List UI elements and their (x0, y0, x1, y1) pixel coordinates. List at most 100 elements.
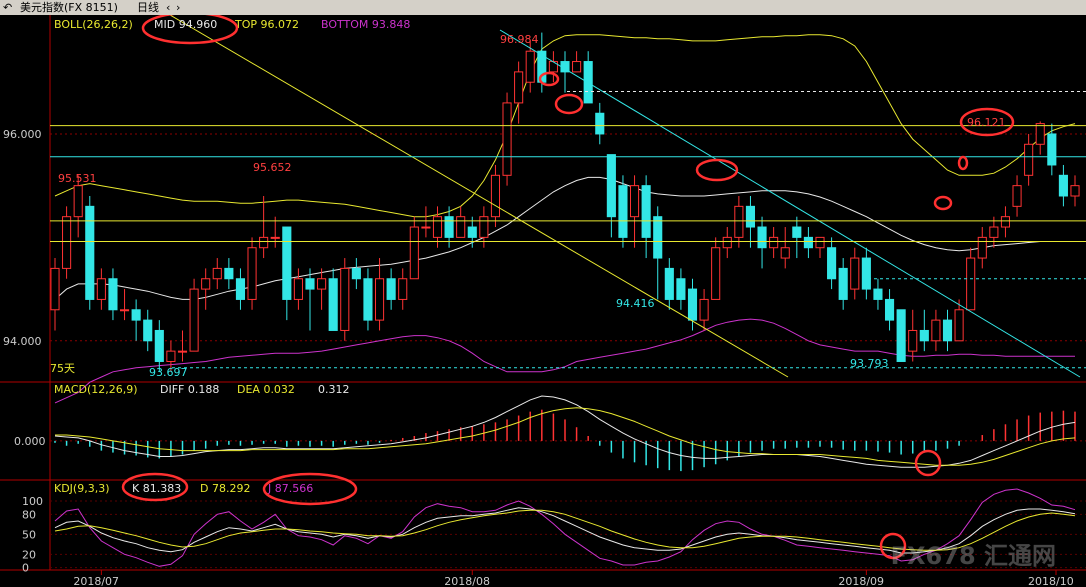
period-label[interactable]: 日线 (137, 1, 159, 14)
highlight-circle (879, 532, 907, 560)
price-tick-label: 96.000 (3, 128, 42, 141)
kdj-tick-label: 100 (22, 495, 43, 508)
drawn-trendlines (50, 15, 1086, 378)
candle-body (328, 278, 338, 331)
candles (50, 32, 1080, 372)
candle-body (340, 267, 350, 331)
candle-body (73, 185, 83, 218)
back-arrow-icon[interactable]: ↶ (3, 1, 13, 14)
macd-panel (54, 395, 1076, 472)
candle-body (201, 278, 211, 290)
left-high-annotation: 95.652 (253, 161, 292, 174)
watermark: FX678 汇通网 (890, 542, 1056, 570)
chevron-left-icon[interactable]: ‹ (166, 1, 171, 14)
kdj-k-value: K 81.383 (132, 482, 181, 495)
macd-diff-line (54, 395, 1076, 468)
candle-body (131, 309, 141, 321)
candle-body (792, 226, 802, 238)
candle-body (676, 278, 686, 300)
highlight-circle (538, 71, 560, 87)
candle-body (734, 205, 744, 238)
kdj-k-line (54, 507, 1076, 554)
highlight-circle (914, 449, 942, 477)
candle-body (780, 247, 790, 259)
highlight-circle (141, 15, 239, 45)
candle-body (606, 154, 616, 218)
candle-body (1070, 185, 1080, 197)
recent-high-annotation: 96.121 (967, 116, 1006, 129)
candle-body (317, 278, 327, 290)
highlight-circle (121, 472, 189, 502)
candle-body (803, 236, 813, 249)
candle-body (815, 236, 825, 249)
candle-body (398, 278, 408, 300)
days-annotation: 75天 (50, 362, 75, 375)
kdj-tick-label: 80 (22, 508, 36, 521)
candle-body (259, 236, 269, 249)
candle-body (931, 319, 941, 342)
candle-body (479, 216, 489, 238)
candle-body (456, 216, 466, 238)
candle-body (873, 288, 883, 300)
candle-body (386, 278, 396, 300)
candle-body (745, 205, 756, 228)
candle-body (699, 298, 709, 321)
chevron-right-icon[interactable]: › (176, 1, 181, 14)
candle-body (154, 329, 164, 362)
candle-body (1058, 174, 1068, 197)
price-tick-label: 94.000 (3, 335, 42, 348)
highlight-circle (695, 158, 739, 182)
low-annotation: 93.793 (850, 357, 889, 370)
candle-body (977, 236, 987, 259)
highlight-circle (554, 93, 584, 115)
candle-body (1012, 185, 1022, 207)
low-annotation: 94.416 (616, 297, 655, 310)
candle-body (432, 216, 443, 238)
candle-body (166, 350, 176, 362)
highlight-circle (957, 155, 969, 171)
candle-body (722, 236, 732, 249)
candle-body (1000, 216, 1011, 228)
low-annotation: 93.697 (149, 366, 188, 379)
kdj-d-value: D 78.292 (200, 482, 250, 495)
candle-body (919, 329, 929, 342)
candle-body (769, 236, 779, 249)
candle-body (85, 205, 95, 300)
candle-body (62, 216, 72, 269)
candle-body (96, 278, 106, 300)
candle-body (687, 288, 698, 321)
candle-body (421, 226, 431, 229)
kdj-j-value: J 87.566 (267, 482, 313, 495)
candle-body (525, 50, 535, 83)
candle-body (966, 257, 976, 311)
macd-dea-value: DEA 0.032 (237, 383, 295, 396)
candle-body (989, 226, 999, 238)
candle-body (502, 102, 512, 176)
candle-body (143, 319, 153, 342)
kdj-tick-label: 20 (22, 548, 36, 561)
candle-body (629, 185, 640, 218)
window-titlebar: ↶ 美元指数(FX 8151) 日线 ‹ › (0, 0, 1086, 15)
trendline (169, 15, 789, 378)
macd-diff-value: DIFF 0.188 (160, 383, 219, 396)
candle-body (247, 247, 257, 300)
candle-body (235, 278, 246, 300)
boll-bottom-value: BOTTOM 93.848 (321, 18, 410, 31)
candle-body (884, 298, 895, 321)
highlight-circle (959, 107, 1015, 137)
x-tick-label: 2018/07 (73, 575, 119, 587)
high-annotation: 96.984 (500, 33, 539, 46)
boll-mid-line (54, 176, 1075, 300)
boll-label: BOLL(26,26,2) (54, 18, 133, 31)
candle-body (1035, 123, 1045, 145)
x-tick-label: 2018/08 (444, 575, 490, 587)
kdj-tick-label: 50 (22, 528, 36, 541)
kdj-j-line (54, 488, 1076, 567)
candle-body (618, 185, 628, 238)
macd-label: MACD(12,26,9) (54, 383, 138, 396)
candle-body (444, 216, 454, 238)
candle-body (490, 174, 501, 218)
candle-body (409, 226, 419, 280)
candle-body (351, 267, 361, 280)
